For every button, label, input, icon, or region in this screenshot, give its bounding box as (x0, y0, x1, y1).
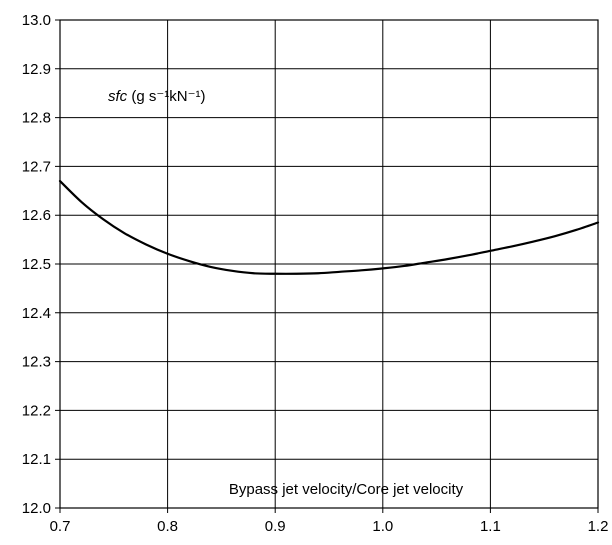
y-tick-label: 12.4 (22, 305, 51, 322)
x-tick-label: 0.9 (265, 518, 286, 535)
x-tick-label: 0.8 (157, 518, 178, 535)
series-layer (58, 179, 600, 275)
y-tick-label: 12.2 (22, 402, 51, 419)
y-tick-label: 12.5 (22, 256, 51, 273)
x-tick-label: 0.7 (50, 518, 71, 535)
y-axis-label: sfc (g s⁻¹kN⁻¹) (108, 88, 206, 105)
y-tick-label: 13.0 (22, 12, 51, 29)
y-tick-label: 12.7 (22, 158, 51, 175)
y-tick-label: 12.9 (22, 61, 51, 78)
sfc-curve (58, 179, 600, 275)
x-tick-label: 1.1 (480, 518, 501, 535)
tick-labels: 0.7 0.8 0.9 1.0 1.1 1.2 12.0 12.1 12.2 12.3 12.4 12… (22, 12, 609, 535)
plot-frame (59, 19, 599, 509)
x-tick-label: 1.2 (588, 518, 609, 535)
y-tick-label: 12.8 (22, 110, 51, 127)
y-axis-label-symbol: sfc (108, 88, 128, 105)
x-axis-label: Bypass jet velocity/Core jet velocity (229, 481, 464, 498)
y-tick-label: 12.3 (22, 354, 51, 371)
y-tick-label: 12.0 (22, 500, 51, 517)
y-tick-label: 12.1 (22, 451, 51, 468)
y-axis-label-units: (g s⁻¹kN⁻¹) (127, 88, 205, 105)
x-tick-label: 1.0 (372, 518, 393, 535)
y-tick-label: 12.6 (22, 207, 51, 224)
